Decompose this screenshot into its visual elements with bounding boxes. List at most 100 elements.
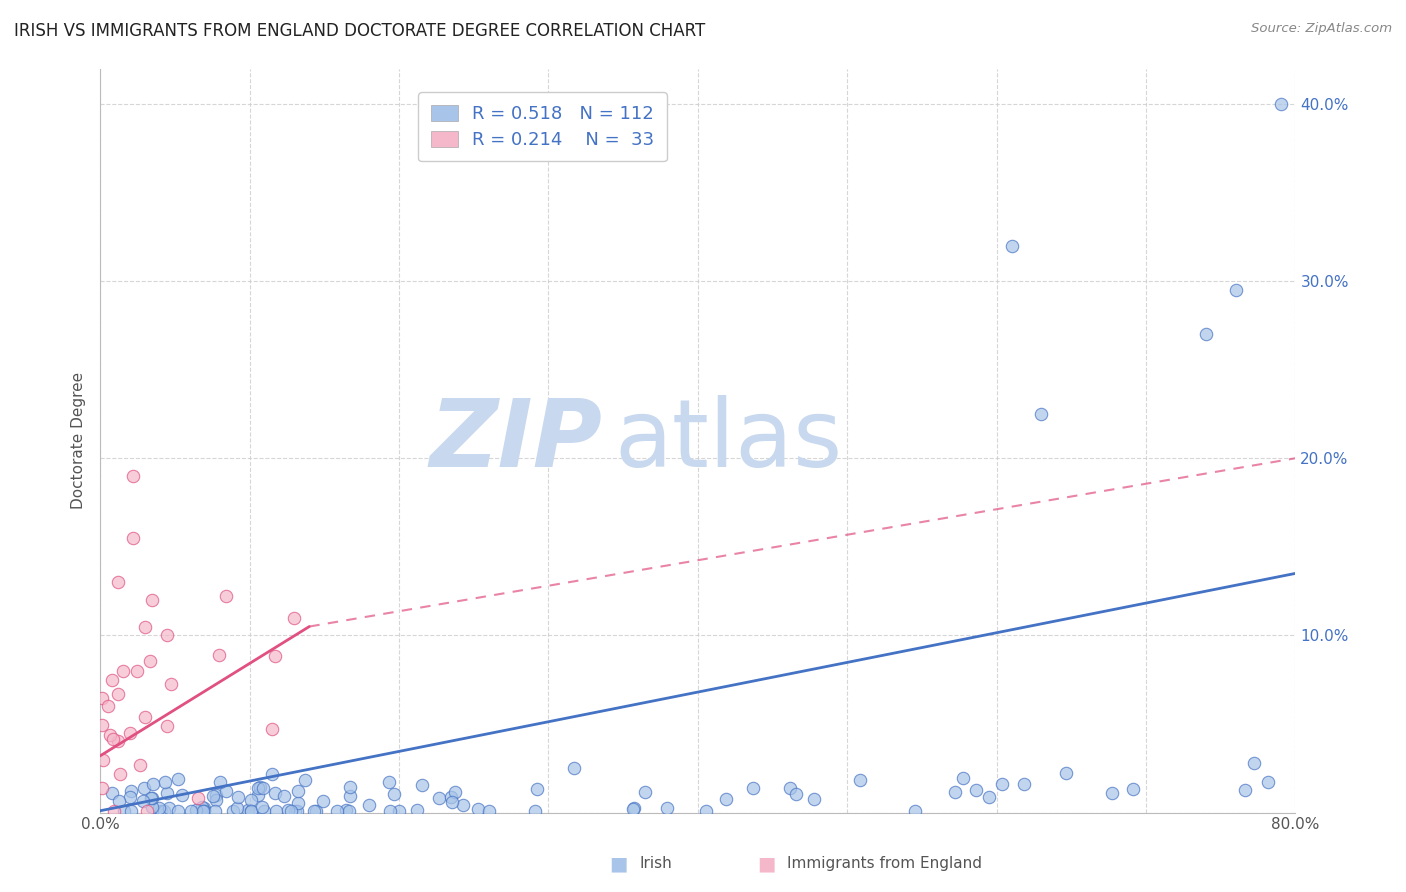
Point — [451, 797, 474, 812]
Point — [1031, 407, 1053, 421]
Point — [378, 804, 401, 818]
Point — [209, 775, 232, 789]
Point — [284, 804, 307, 818]
Legend: R = 0.518   N = 112, R = 0.214    N =  33: R = 0.518 N = 112, R = 0.214 N = 33 — [418, 93, 666, 161]
Point — [134, 620, 156, 634]
Point — [266, 804, 288, 818]
Point — [441, 795, 464, 809]
Point — [357, 798, 380, 813]
Point — [695, 804, 717, 818]
Point — [283, 610, 305, 624]
Point — [623, 801, 645, 815]
Point — [444, 785, 467, 799]
Point — [742, 781, 765, 796]
Point — [785, 787, 807, 801]
Text: IRISH VS IMMIGRANTS FROM ENGLAND DOCTORATE DEGREE CORRELATION CHART: IRISH VS IMMIGRANTS FROM ENGLAND DOCTORA… — [14, 22, 706, 40]
Point — [1122, 782, 1144, 797]
Point — [193, 800, 215, 814]
Point — [120, 784, 142, 798]
Point — [249, 780, 271, 794]
Point — [121, 804, 143, 818]
Text: ZIP: ZIP — [429, 394, 602, 486]
Point — [222, 804, 245, 818]
Point — [204, 804, 226, 818]
Point — [943, 785, 966, 799]
Point — [263, 648, 285, 663]
Point — [1101, 786, 1123, 800]
Point — [312, 794, 335, 808]
Point — [305, 804, 328, 818]
Point — [339, 789, 361, 803]
Point — [184, 803, 207, 817]
Point — [246, 780, 269, 795]
Point — [122, 531, 145, 545]
Point — [120, 726, 142, 740]
Text: Irish: Irish — [640, 856, 672, 871]
Point — [107, 687, 129, 701]
Point — [156, 786, 179, 800]
Point — [524, 804, 547, 818]
Point — [621, 801, 644, 815]
Point — [1257, 775, 1279, 789]
Point — [477, 804, 499, 818]
Point — [150, 804, 173, 818]
Point — [302, 804, 325, 818]
Point — [226, 789, 249, 804]
Point — [247, 788, 270, 802]
Point — [1054, 766, 1077, 780]
Point — [108, 794, 131, 808]
Point — [226, 800, 249, 814]
Point — [108, 767, 131, 781]
Point — [1243, 756, 1265, 770]
Point — [141, 790, 163, 805]
Point — [285, 804, 308, 818]
Point — [141, 799, 163, 814]
Point — [101, 786, 124, 800]
Point — [112, 804, 135, 818]
Point — [1195, 327, 1218, 342]
Point — [166, 772, 188, 786]
Point — [98, 728, 121, 742]
Point — [202, 789, 225, 803]
Point — [90, 780, 112, 795]
Point — [387, 804, 409, 818]
Point — [193, 803, 215, 817]
Point — [122, 469, 145, 483]
Point — [253, 804, 276, 818]
Point — [170, 789, 193, 803]
Point — [167, 804, 190, 818]
Point — [977, 790, 1000, 805]
Point — [157, 801, 180, 815]
Point — [148, 801, 170, 815]
Point — [125, 664, 148, 678]
Point — [262, 722, 284, 736]
Point — [236, 803, 259, 817]
Point — [714, 792, 737, 806]
Point — [240, 792, 263, 806]
Point — [1012, 777, 1035, 791]
Point — [239, 804, 262, 818]
Point — [215, 784, 238, 798]
Point — [160, 676, 183, 690]
Point — [803, 792, 825, 806]
Y-axis label: Doctorate Degree: Doctorate Degree — [72, 372, 86, 509]
Point — [526, 781, 548, 796]
Point — [142, 777, 165, 791]
Point — [215, 589, 238, 603]
Point — [187, 791, 209, 805]
Point — [260, 766, 283, 780]
Point — [655, 800, 678, 814]
Point — [467, 802, 489, 816]
Point — [562, 761, 585, 775]
Point — [101, 732, 124, 747]
Point — [193, 804, 215, 818]
Point — [280, 804, 302, 818]
Point — [965, 783, 987, 797]
Point — [180, 804, 202, 818]
Point — [273, 789, 295, 803]
Point — [904, 804, 927, 818]
Point — [250, 800, 273, 814]
Text: atlas: atlas — [614, 394, 842, 486]
Point — [427, 790, 450, 805]
Point — [287, 796, 309, 810]
